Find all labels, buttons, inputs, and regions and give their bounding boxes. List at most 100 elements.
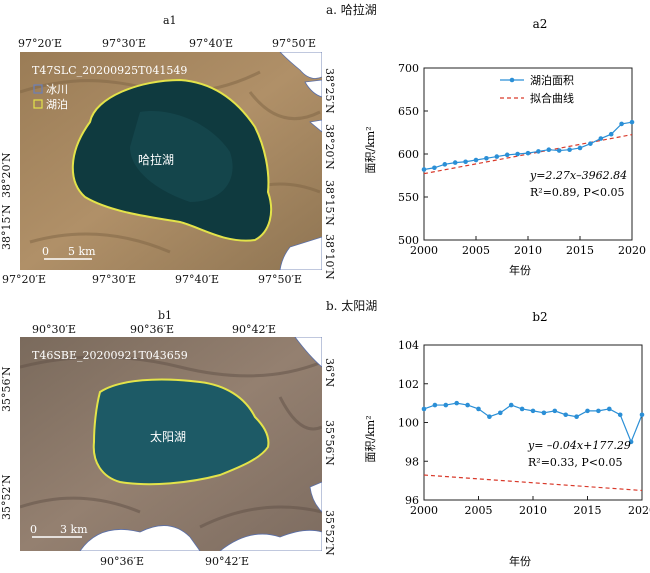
chart-b2-point [508, 402, 514, 408]
chart-b2-point [454, 400, 459, 406]
map-a-right-tick-3: 38°15′N [323, 180, 336, 226]
chart-a2-xtick-label: 2000 [410, 244, 438, 257]
chart-a2-ytick-label: 650 [398, 105, 419, 118]
map-b-scale-zero: 0 [30, 523, 37, 536]
chart-b2-point [465, 402, 470, 408]
map-b-glaciers [79, 337, 322, 551]
map-a-scale-label: 5 km [68, 245, 96, 258]
chart-a2-legend-area: 湖泊面积 [530, 74, 574, 87]
map-b-right-tick-1: 36°N [323, 358, 336, 388]
map-b-left-tick-2: 35°52′N [0, 474, 13, 520]
map-a-bottom-tick-1: 97°20′E [2, 273, 47, 286]
map-a-lake-shade [130, 111, 233, 202]
chart-b2-xtick-label: 2000 [410, 504, 438, 517]
map-a-bottom-tick-4: 97°50′E [258, 273, 303, 286]
chart-a2-point [484, 156, 489, 161]
map-b-top-tick-3: 90°42′E [232, 323, 277, 336]
map-a-scale-bar: 0 5 km [42, 245, 96, 260]
map-a-label: a1 [163, 14, 177, 27]
map-a-bottom-tick-2: 97°30′E [92, 273, 137, 286]
legend-glacier: 冰川 [46, 83, 68, 96]
chart-a2-point [494, 154, 500, 159]
map-a-scene-id: T47SLC_20200925T041549 [32, 64, 187, 77]
legend-lake: 湖泊 [46, 98, 68, 111]
chart-a2-point [536, 149, 541, 154]
chart-a2-ytick-label: 500 [398, 234, 419, 247]
map-b-ridges [20, 355, 322, 529]
chart-a2-point [629, 119, 635, 125]
chart-b2-ytick-label: 104 [398, 339, 419, 352]
chart-b2-point [530, 408, 536, 414]
section-b-title: b. 太阳湖 [326, 299, 378, 313]
chart-a2-ylabel: 面积/km² [364, 126, 377, 173]
chart-a2-equation: y=2.27x–3962.84 [529, 169, 627, 182]
chart-a2-point [515, 151, 520, 157]
map-a-top-tick-1: 97°20′E [18, 37, 63, 50]
chart-b2-point [628, 439, 634, 445]
chart-a2-xtick-label: 2005 [462, 244, 490, 257]
chart-b2-point [432, 402, 438, 408]
map-a-bottom-tick-3: 97°40′E [175, 273, 220, 286]
map-b-top-tick-2: 90°36′E [130, 323, 175, 336]
chart-a2-point [421, 167, 427, 172]
chart-b2-point [421, 406, 427, 412]
chart-b2-fit-line [423, 474, 643, 492]
chart-b2-point [617, 412, 623, 418]
chart-a2-legend: 湖泊面积 拟合曲线 [500, 74, 574, 105]
chart-b2-r2: R²=0.33, P<0.05 [528, 456, 623, 469]
chart-b2-point [596, 408, 601, 414]
map-b-scale-label: 3 km [60, 523, 88, 536]
chart-a2-point [473, 157, 479, 163]
chart-a2-ytick-label: 550 [398, 191, 419, 204]
chart-b2-xtick-label: 2005 [465, 504, 493, 517]
map-b-right-tick-3: 35°52′N [323, 510, 336, 556]
chart-b2-point [607, 406, 612, 412]
chart-a2-point [619, 121, 624, 127]
chart-b2-point [639, 412, 645, 418]
chart-a2-point [546, 147, 552, 152]
chart-a2-ytick-label: 600 [398, 148, 419, 161]
chart-b2-ylabel: 面积/km² [364, 415, 377, 462]
map-b-bottom-tick-1: 90°36′E [100, 555, 145, 568]
chart-a2-ytick-label: 700 [398, 62, 419, 75]
chart-a2-point [598, 136, 604, 141]
chart-a2-xtick-label: 2010 [514, 244, 542, 257]
chart-a2-point [556, 148, 562, 153]
chart-b2-ytick-label: 96 [405, 494, 419, 507]
map-a-top-tick-3: 97°40′E [189, 37, 234, 50]
map-a-glaciers [279, 52, 322, 270]
map-a-scale-zero: 0 [42, 245, 49, 258]
chart-b2-ytick-label: 98 [405, 455, 419, 468]
map-a-top-tick-4: 97°50′E [272, 37, 317, 50]
chart-a2-point [567, 147, 572, 152]
chart-b2-point [519, 406, 525, 412]
section-a-title: a. 哈拉湖 [326, 3, 377, 17]
chart-b2-point [574, 414, 579, 419]
chart-a2-point [442, 162, 448, 167]
chart-b2-point [476, 406, 481, 412]
chart-b2-point [552, 408, 558, 414]
map-a-right-tick-1: 38°25′N [323, 68, 336, 114]
chart-b2-plot-frame [423, 344, 643, 501]
chart-a2-xtick-label: 2020 [618, 244, 646, 257]
chart-a2: a2 2000 2005 2010 2015 2020 500 550 600 650 700 湖… [364, 17, 646, 277]
chart-a2-point [577, 145, 583, 151]
chart-b2-ytick-label: 100 [398, 417, 419, 430]
map-a-right-tick-2: 38°20′N [323, 124, 336, 170]
chart-b2-xlabel: 年份 [509, 554, 531, 568]
chart-a2-point [608, 131, 614, 137]
chart-a2-r2: R²=0.89, P<0.05 [530, 186, 625, 199]
map-b-top-tick-1: 90°30′E [32, 323, 77, 336]
map-b-scale-bar: 0 3 km [30, 523, 88, 538]
map-a-left-tick-2: 38°15′N [0, 204, 13, 250]
chart-b2-point [563, 412, 568, 418]
chart-a2-point [588, 141, 593, 146]
chart-b2-equation: y= –0.04x+177.29 [527, 439, 631, 452]
chart-a2-point [525, 150, 531, 156]
map-a-top-tick-2: 97°30′E [102, 37, 147, 50]
map-a: 冰川 湖泊 T47SLC_20200925T041549 哈拉湖 0 5 km [20, 52, 322, 270]
map-b-lake [92, 378, 270, 486]
chart-b2-point [498, 410, 503, 416]
chart-a2-point [463, 159, 468, 165]
chart-b2-point [487, 414, 492, 419]
